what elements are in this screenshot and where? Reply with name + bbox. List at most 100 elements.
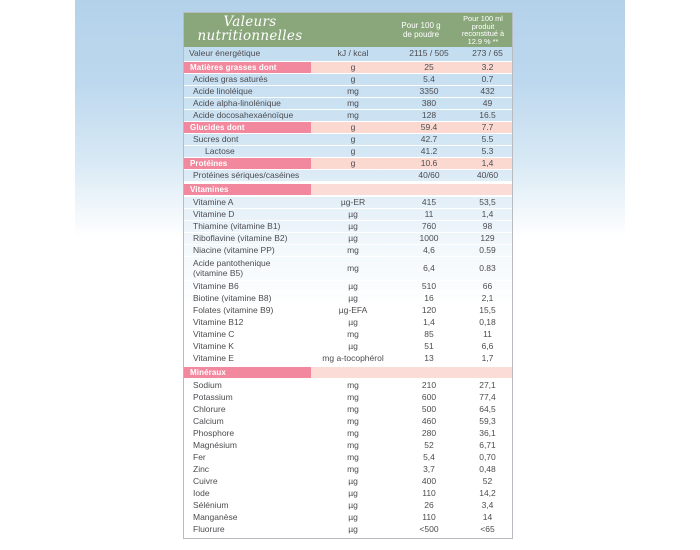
unit-cell: mg: [347, 328, 359, 339]
value-100g-cell: 52: [424, 439, 434, 450]
table-row: Calcium mg 460 59,3: [184, 416, 512, 428]
value-100ml-cell: 6,71: [479, 439, 496, 450]
table-row: Lactose g 41.2 5.3: [184, 146, 512, 158]
value-100ml-cell: [463, 367, 512, 378]
table-row: Sucres dont g 42.7 5.5: [184, 134, 512, 146]
row-label: Thiamine (vitamine B1): [193, 220, 281, 231]
row-label: Glucides dont: [184, 122, 311, 133]
value-100g-cell: 25: [424, 61, 434, 72]
table-row: Vitamine K µg 51 6,6: [184, 341, 512, 353]
unit-cell: mg a-tocophérol: [322, 352, 384, 363]
unit-cell: [311, 184, 395, 195]
unit-cell: mg: [347, 262, 359, 273]
value-100g-cell: 51: [424, 340, 434, 351]
unit-cell: mg: [347, 415, 359, 426]
unit-cell: µg: [348, 280, 358, 291]
value-100g-cell: 128: [421, 109, 437, 120]
value-100g-cell: 510: [421, 280, 437, 291]
table-row: Phosphore mg 280 36,1: [184, 428, 512, 440]
value-100g-cell: 280: [421, 427, 437, 438]
unit-cell: mg: [347, 427, 359, 438]
unit-cell: g: [350, 157, 356, 168]
unit-cell: µg: [348, 220, 358, 231]
unit-cell: µg: [348, 499, 358, 510]
unit-cell: µg: [348, 232, 358, 243]
table-row: Acide alpha-linolénique mg 380 49: [184, 98, 512, 110]
value-100g-cell: 2115 / 505: [409, 48, 449, 59]
table-row: Acide docosahexaénoïque mg 128 16.5: [184, 110, 512, 122]
value-100g-cell: 40/60: [418, 169, 440, 180]
value-100g-cell: <500: [419, 523, 439, 534]
row-label: Iode: [193, 487, 210, 498]
table-row: Fluorure µg <500 <65: [184, 524, 512, 536]
row-label: Protéines: [184, 158, 311, 169]
unit-cell: g: [350, 133, 356, 144]
row-label: Manganèse: [193, 511, 238, 522]
unit-cell: g: [350, 61, 356, 72]
value-100ml-cell: 3.2: [481, 61, 494, 72]
row-label: Lactose: [205, 145, 235, 156]
unit-cell: mg: [347, 403, 359, 414]
table-row: Acide linoléique mg 3350 432: [184, 86, 512, 98]
row-label: Phosphore: [193, 427, 235, 438]
value-100ml-cell: 3,4: [481, 499, 494, 510]
table-row: Vitamine A µg-ER 415 53,5: [184, 197, 512, 209]
row-label: Vitamine K: [193, 340, 234, 351]
row-label: Sodium: [193, 379, 222, 390]
value-100g-cell: 5,4: [423, 451, 435, 462]
value-100g-cell: 460: [421, 415, 437, 426]
row-label: Sucres dont: [193, 133, 239, 144]
value-100ml-cell: 5.3: [481, 145, 494, 156]
value-100g-cell: 400: [421, 475, 437, 486]
row-label: Acide docosahexaénoïque: [193, 109, 294, 120]
unit-cell: g: [350, 145, 356, 156]
table-row-gapsection: Minéraux: [184, 365, 512, 380]
table-row-section: Protéines g 10.6 1,4: [184, 158, 512, 170]
table-row: Folates (vitamine B9) µg-EFA 120 15,5: [184, 305, 512, 317]
value-100g-cell: 760: [421, 220, 437, 231]
value-100ml-cell: 15,5: [479, 304, 496, 315]
value-100ml-cell: 5.5: [481, 133, 494, 144]
row-label: Folates (vitamine B9): [193, 304, 274, 315]
row-label: Vitamine B12: [193, 316, 244, 327]
value-100ml-cell: 77,4: [479, 391, 496, 402]
value-100ml-cell: 129: [480, 232, 495, 243]
row-label: Protéines sériques/caséines: [193, 169, 300, 180]
unit-cell: kJ / kcal: [337, 48, 369, 59]
value-100ml-cell: 1,4: [481, 208, 494, 219]
table-row: Acides gras saturés g 5.4 0.7: [184, 74, 512, 86]
value-100g-cell: 4,6: [423, 244, 435, 255]
value-100g-cell: 6,4: [423, 262, 435, 273]
col-header-per-100g: Pour 100 g de poudre: [401, 21, 441, 39]
table-row: Sodium mg 210 27,1: [184, 380, 512, 392]
table-row: Biotine (vitamine B8) µg 16 2,1: [184, 293, 512, 305]
value-100ml-cell: 14,2: [479, 487, 496, 498]
unit-cell: µg-ER: [340, 196, 366, 207]
value-100ml-cell: 98: [482, 220, 493, 231]
table-row: Vitamine B12 µg 1,4 0,18: [184, 317, 512, 329]
value-100ml-cell: 14: [482, 511, 493, 522]
unit-cell: µg: [348, 292, 358, 303]
value-100g-cell: 5.4: [423, 73, 435, 84]
value-100ml-cell: 7.7: [481, 121, 494, 132]
value-100g-cell: 3350: [419, 85, 439, 96]
table-row: Zinc mg 3,7 0,48: [184, 464, 512, 476]
table-row-section: Glucides dont g 59.4 7.7: [184, 122, 512, 134]
unit-cell: µg: [348, 523, 358, 534]
value-100ml-cell: 1,7: [481, 352, 494, 363]
value-100g-cell: 16: [424, 292, 434, 303]
unit-cell: mg: [347, 463, 359, 474]
row-label: Vitamine B6: [193, 280, 239, 291]
value-100g-cell: 415: [421, 196, 437, 207]
value-100ml-cell: 0.59: [479, 244, 496, 255]
value-100ml-cell: [463, 184, 512, 195]
row-label: Chlorure: [193, 403, 226, 414]
row-label: Matières grasses dont: [184, 62, 311, 73]
table-row: Magnésium mg 52 6,71: [184, 440, 512, 452]
value-100ml-cell: 49: [482, 97, 493, 108]
value-100ml-cell: 66: [482, 280, 493, 291]
table-row: Riboflavine (vitamine B2) µg 1000 129: [184, 233, 512, 245]
unit-cell: [311, 170, 395, 181]
value-100ml-cell: 11: [483, 328, 492, 339]
